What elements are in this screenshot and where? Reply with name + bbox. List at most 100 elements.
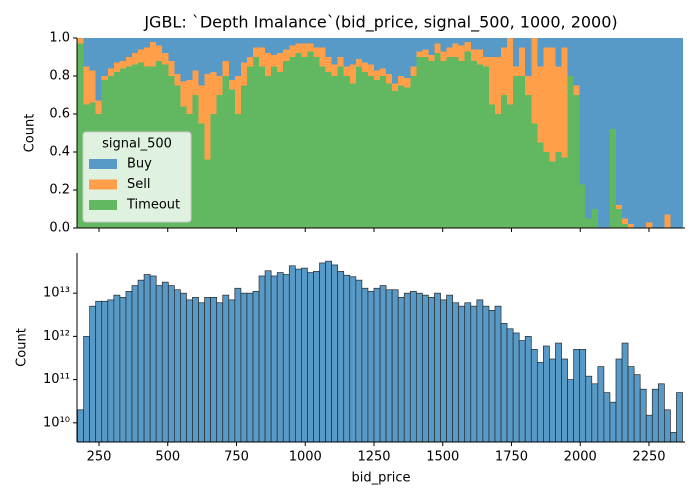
bar-segment <box>240 38 248 63</box>
bar-segment <box>259 47 266 67</box>
bar <box>409 291 417 443</box>
bar <box>609 401 617 443</box>
bar-segment <box>561 157 568 228</box>
bar-segment <box>252 38 260 48</box>
bar-segment <box>83 38 91 67</box>
bar <box>403 292 411 443</box>
bar-segment <box>349 64 357 84</box>
bar <box>216 302 224 443</box>
bar-segment <box>319 47 326 67</box>
bar <box>470 305 478 443</box>
bar-segment <box>386 83 393 228</box>
bar <box>113 294 121 443</box>
y-tick-label: 0.8 <box>49 69 70 84</box>
bar <box>506 328 514 443</box>
bar-segment <box>174 74 181 86</box>
bar-segment <box>216 38 224 76</box>
bar-segment <box>119 60 127 69</box>
bar-segment <box>331 38 339 65</box>
bar <box>204 297 211 443</box>
bar-segment <box>186 79 193 114</box>
bar-segment <box>440 60 447 228</box>
bar <box>180 292 187 443</box>
bar <box>83 336 90 443</box>
bar-segment <box>337 66 345 228</box>
bar-segment <box>113 38 121 63</box>
bar-segment <box>404 77 411 88</box>
bar <box>633 374 641 443</box>
bar-segment <box>156 45 163 61</box>
legend-swatch <box>89 200 117 210</box>
bar-segment <box>482 38 490 57</box>
bar-segment <box>458 38 466 46</box>
bar-segment <box>307 43 314 52</box>
bar <box>101 300 109 443</box>
bar-segment <box>501 38 508 48</box>
bar-segment <box>579 38 587 185</box>
bar-segment <box>501 95 508 228</box>
bar-segment <box>622 224 629 228</box>
bar <box>543 345 550 443</box>
bar <box>331 264 339 443</box>
bar-segment <box>446 57 454 228</box>
bar-segment <box>386 38 393 75</box>
bar-segment <box>458 45 466 61</box>
bar <box>512 332 520 443</box>
bar <box>391 289 399 443</box>
bar <box>452 302 460 443</box>
bar <box>458 305 466 443</box>
bar-segment <box>628 38 635 225</box>
bar-segment <box>446 38 454 48</box>
bar-segment <box>543 152 550 228</box>
bar-segment <box>507 38 514 105</box>
bar-segment <box>295 43 302 54</box>
bar-segment <box>355 66 363 228</box>
bar-segment <box>537 66 544 143</box>
bar <box>579 349 587 443</box>
x-tick-label: 250 <box>87 450 112 465</box>
bar-segment <box>119 38 127 61</box>
x-tick-label: 500 <box>155 450 180 465</box>
bar-segment <box>422 38 429 50</box>
bar-segment <box>162 53 169 65</box>
bar-segment <box>289 57 296 228</box>
bar <box>258 275 266 443</box>
bar-segment <box>234 114 242 228</box>
bar-segment <box>301 57 308 228</box>
bar <box>603 392 611 443</box>
bar-segment <box>313 38 320 48</box>
bar-segment <box>628 224 635 228</box>
bar-segment <box>131 38 139 54</box>
bar-segment <box>252 47 260 57</box>
bar-segment <box>113 62 121 73</box>
bar <box>367 291 375 443</box>
bar <box>77 409 84 443</box>
bar-segment <box>101 38 109 76</box>
bar-segment <box>277 53 284 73</box>
bar-segment <box>646 38 653 223</box>
bar <box>500 323 508 443</box>
bar-segment <box>289 45 296 57</box>
bar <box>307 272 314 443</box>
bar <box>555 342 562 443</box>
bar-segment <box>531 38 538 124</box>
bar-segment <box>434 43 441 54</box>
bar-segment <box>271 55 278 67</box>
bar <box>276 272 284 443</box>
bar-segment <box>622 218 629 225</box>
bar-segment <box>131 53 139 65</box>
bar-segment <box>410 66 417 76</box>
bar-segment <box>355 58 363 67</box>
bar-segment <box>392 38 399 84</box>
bar <box>434 292 441 443</box>
bar <box>440 299 447 443</box>
bar <box>627 366 635 443</box>
bar <box>645 414 653 443</box>
bar <box>518 340 526 443</box>
bar <box>89 305 97 443</box>
bar-segment <box>380 76 387 228</box>
bar-segment <box>603 38 611 228</box>
bar-segment <box>313 47 320 57</box>
bar-segment <box>585 38 593 219</box>
bar-segment <box>549 38 556 48</box>
